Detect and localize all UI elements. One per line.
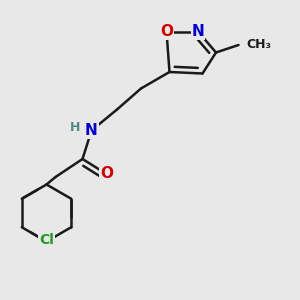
Text: N: N <box>85 123 98 138</box>
Text: Cl: Cl <box>39 233 54 247</box>
Text: O: O <box>100 167 113 182</box>
Text: N: N <box>192 24 204 39</box>
Text: H: H <box>70 121 80 134</box>
Text: O: O <box>160 24 173 39</box>
Text: CH₃: CH₃ <box>246 38 271 52</box>
